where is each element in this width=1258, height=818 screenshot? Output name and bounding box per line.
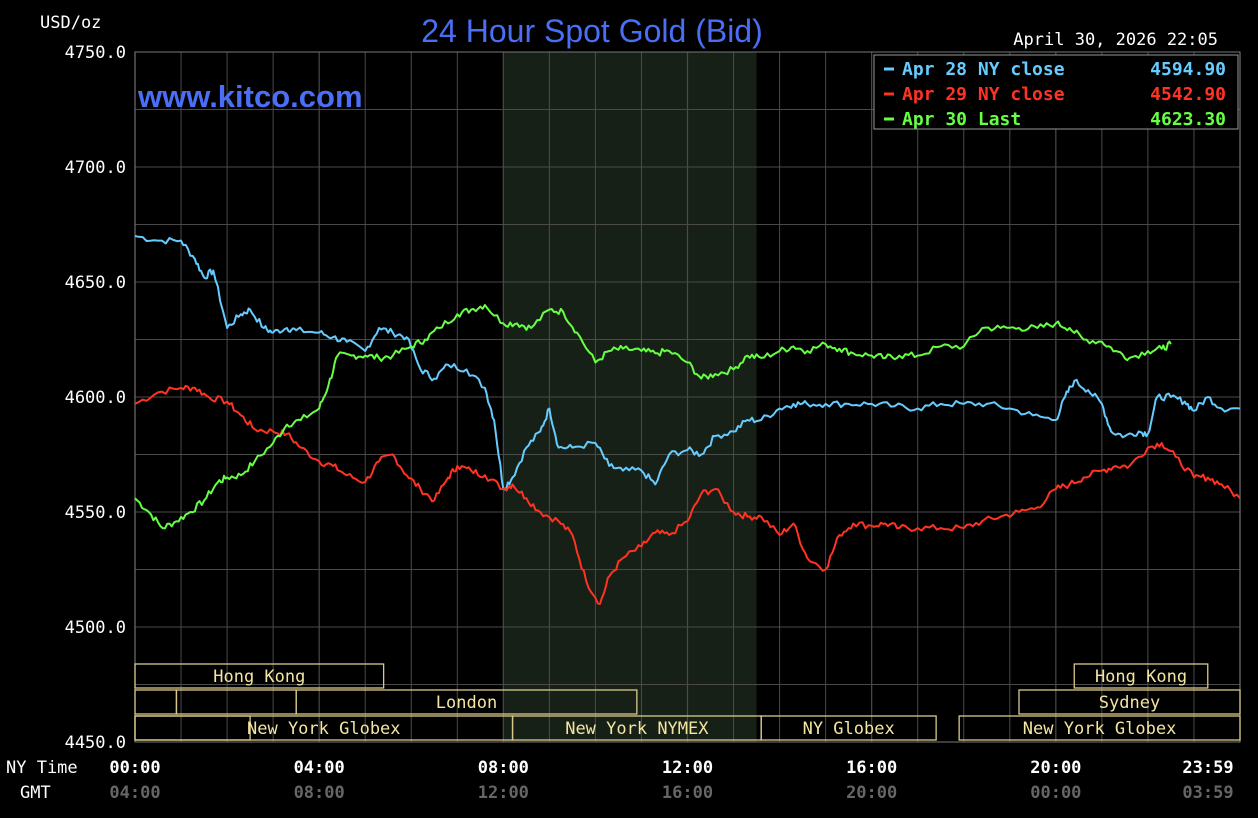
y-axis-unit-label: USD/oz (40, 13, 101, 33)
x-tick-label-ny: 23:59 (1182, 758, 1233, 778)
legend-series-value: 4623.30 (1150, 109, 1226, 130)
series-line (134, 384, 1241, 605)
legend-series-name: Apr 29 NY close (902, 84, 1065, 105)
session-label: NY Globex (803, 719, 895, 739)
x-tick-label-gmt: 20:00 (846, 783, 897, 803)
y-tick-label: 4750.0 (65, 43, 126, 63)
session-box (958, 715, 1241, 741)
legend-box (873, 54, 1239, 130)
session-box (760, 715, 937, 741)
chart-title: 24 Hour Spot Gold (Bid) (421, 13, 763, 49)
y-tick-label: 4650.0 (65, 273, 126, 293)
legend-series-value: 4542.90 (1150, 84, 1226, 105)
x-tick-label-gmt: 08:00 (294, 783, 345, 803)
watermark-url: www.kitco.com (137, 79, 363, 114)
session-box (1018, 689, 1241, 715)
x-tick-label-ny: 08:00 (478, 758, 529, 778)
axis-layer: 4750.0 4700.0 4650.0 4600.0 4550.0 4500.0 4450… (65, 43, 1234, 803)
session-label: Sydney (1099, 693, 1160, 713)
x-tick-label-ny: 12:00 (662, 758, 713, 778)
plot-border (134, 51, 1241, 743)
session-label: New York NYMEX (565, 719, 709, 739)
session-label: New York Globex (1023, 719, 1177, 739)
grid-layer (134, 51, 1241, 743)
market-sessions-layer: Hong Kong Hong Kong London Sydney New York G… (134, 663, 1241, 741)
x-tick-label-ny: 16:00 (846, 758, 897, 778)
x-tick-label-gmt: 04:00 (109, 783, 160, 803)
session-label: London (436, 693, 497, 713)
session-label: Hong Kong (1095, 667, 1187, 687)
y-tick-label: 4550.0 (65, 503, 126, 523)
legend-series-value: 4594.90 (1150, 59, 1226, 80)
y-tick-label: 4500.0 (65, 618, 126, 638)
session-box (134, 663, 385, 689)
y-tick-label: 4450.0 (65, 733, 126, 753)
x-tick-label-ny: 00:00 (109, 758, 160, 778)
x-tick-label-gmt: 16:00 (662, 783, 713, 803)
session-box (1073, 663, 1209, 689)
x-tick-label-ny: 20:00 (1030, 758, 1081, 778)
x-tick-label-gmt: 12:00 (478, 783, 529, 803)
legend-series-name: Apr 30 Last (902, 109, 1021, 130)
legend: Apr 28 NY close 4594.90 Apr 29 NY close 454… (873, 54, 1239, 130)
x-tick-label-ny: 04:00 (294, 758, 345, 778)
y-tick-label: 4700.0 (65, 158, 126, 178)
legend-series-name: Apr 28 NY close (902, 59, 1065, 80)
timestamp: April 30, 2026 22:05 (1013, 30, 1218, 50)
series-layer (134, 235, 1241, 605)
x-tick-label-gmt: 00:00 (1030, 783, 1081, 803)
x-axis-row-label-gmt: GMT (20, 783, 51, 803)
y-tick-label: 4600.0 (65, 388, 126, 408)
x-tick-label-gmt: 03:59 (1182, 783, 1233, 803)
session-label: New York Globex (247, 719, 401, 739)
series-line (134, 235, 1241, 491)
session-box (295, 689, 638, 715)
series-line (134, 304, 1172, 530)
x-axis-row-label-ny: NY Time (6, 758, 78, 778)
session-label: Hong Kong (213, 667, 305, 687)
